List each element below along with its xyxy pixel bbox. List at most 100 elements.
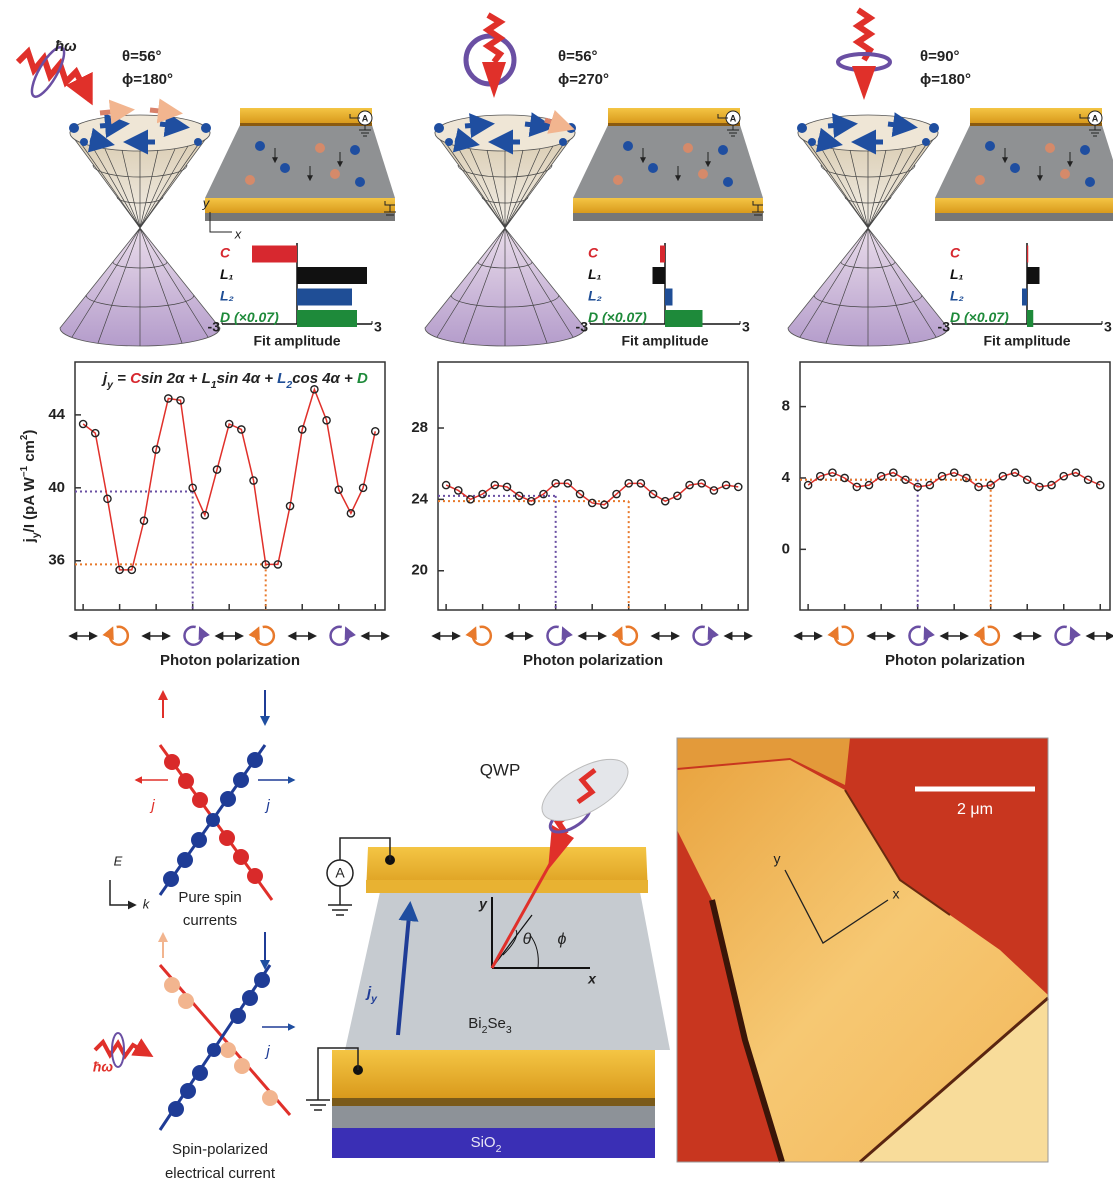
category-label: L₂: [588, 288, 602, 304]
text-part: D: [357, 370, 368, 387]
y-tick-label: 0: [782, 540, 790, 557]
data-point: [151, 445, 161, 454]
x-axis-label: Fit amplitude: [983, 333, 1070, 349]
panel-1-axes: [209, 212, 232, 233]
theta-label: θ: [523, 931, 532, 948]
data-point: [103, 494, 112, 504]
photon-label: ħω: [93, 1059, 114, 1075]
panel-2-photon: [463, 12, 575, 134]
data-point: [1083, 475, 1093, 485]
theta-label: θ=90°: [920, 48, 960, 65]
data-point: [673, 491, 682, 501]
bar: [665, 288, 673, 306]
data-point: [297, 425, 307, 434]
data-point: [224, 419, 234, 429]
panel-3-photon: [836, 7, 892, 100]
x-tick-label: 3: [742, 319, 750, 335]
data-point: [986, 480, 996, 490]
polarization-icon: [183, 625, 210, 646]
bar: [665, 310, 703, 327]
axis-label: y: [774, 851, 781, 867]
data-point: [575, 489, 585, 499]
current-label: j: [264, 797, 270, 814]
data-point: [539, 489, 548, 499]
qwp-label: QWP: [480, 760, 521, 779]
bar: [652, 267, 665, 284]
bar: [660, 245, 665, 263]
scale-bar-label: 2 μm: [957, 801, 993, 818]
data-point: [346, 509, 356, 518]
fit-line: [82, 387, 376, 571]
text-part: L: [202, 370, 211, 387]
dirac-cone: [60, 115, 220, 346]
phi-label: ϕ=270°: [558, 71, 609, 88]
text-part: 3: [506, 1024, 512, 1036]
data-point: [901, 475, 910, 485]
data-point: [322, 416, 331, 425]
current-label: jy: [365, 984, 378, 1005]
data-point: [527, 496, 536, 506]
data-point: [563, 479, 573, 488]
text-part: j: [365, 984, 372, 1001]
text-part: 2: [496, 1143, 502, 1155]
data-point: [962, 473, 971, 483]
fit-line: [807, 471, 1101, 488]
data-point: [478, 489, 487, 499]
data-point: [648, 489, 658, 499]
data-point: [864, 480, 874, 490]
polarization-icon: [611, 625, 639, 646]
y-tick-label: 24: [411, 490, 428, 507]
data-point: [660, 496, 670, 506]
data-point: [310, 385, 319, 394]
polarization-icon: [692, 625, 720, 646]
data-point: [139, 516, 149, 525]
axis-label: x: [893, 886, 900, 902]
data-point: [358, 483, 368, 493]
text-part: 1: [211, 379, 217, 391]
data-point: [490, 480, 500, 490]
ammeter-label: A: [362, 113, 369, 123]
data-point: [913, 482, 922, 492]
data-point: [1010, 468, 1020, 477]
device-sketch: [935, 108, 1113, 221]
x-axis-label: Photon polarization: [160, 652, 300, 669]
data-point: [949, 468, 959, 477]
data-point: [127, 565, 137, 575]
data-point: [237, 425, 246, 434]
y-tick-label: 44: [48, 406, 65, 423]
bar: [297, 267, 367, 284]
polarization-icon: [908, 625, 935, 646]
polarization-icon: [1054, 625, 1082, 646]
data-point: [721, 480, 731, 490]
plot-frame: [74, 361, 386, 611]
category-label: D (×0.07): [220, 309, 279, 325]
data-point: [1059, 471, 1069, 481]
text-part: 2: [285, 379, 292, 391]
x-tick-label: -3: [576, 319, 589, 335]
ammeter-label: A: [335, 865, 345, 881]
dirac-cone: [788, 115, 948, 346]
y-tick-label: 36: [48, 552, 65, 569]
data-point: [840, 473, 849, 483]
data-point: [889, 468, 898, 477]
category-label: D (×0.07): [950, 309, 1009, 325]
data-point: [600, 500, 609, 510]
phi-label: ϕ=180°: [122, 71, 173, 88]
bar: [1022, 288, 1027, 306]
equation: jy = Csin 2α + L1sin 4α + L2cos 4α + D: [101, 370, 368, 391]
category-label: L₁: [950, 266, 964, 282]
substrate-label: SiO2: [471, 1134, 502, 1155]
y-tick-label: 20: [411, 562, 428, 579]
x-axis-label: Fit amplitude: [621, 333, 708, 349]
x-axis-label: Fit amplitude: [253, 333, 340, 349]
fit-line: [445, 482, 739, 506]
data-point: [90, 428, 100, 438]
data-point: [261, 560, 271, 569]
bar: [252, 245, 297, 263]
data-point: [441, 480, 451, 490]
axis-label: y: [202, 195, 211, 210]
data-point: [453, 486, 463, 495]
data-point: [937, 471, 947, 481]
data-point: [334, 485, 344, 494]
device-sketch: [205, 108, 396, 221]
